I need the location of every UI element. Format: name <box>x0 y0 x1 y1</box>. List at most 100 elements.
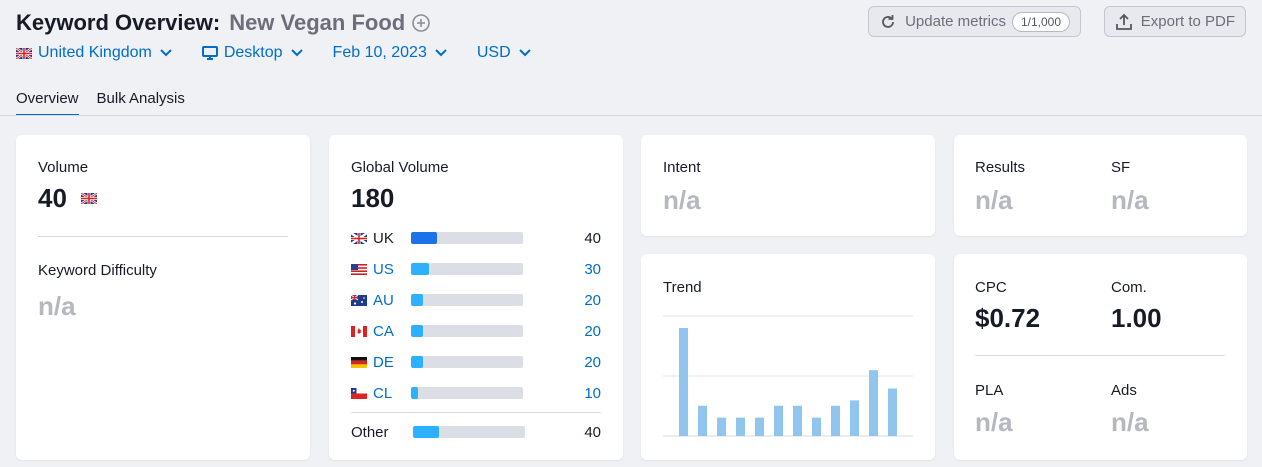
update-metrics-button[interactable]: Update metrics 1/1,000 <box>868 6 1081 37</box>
country-row-au[interactable]: AU 20 <box>351 290 601 310</box>
country-volume[interactable]: 10 <box>584 384 601 402</box>
country-volume[interactable]: 20 <box>584 322 601 340</box>
trend-label: Trend <box>663 279 702 296</box>
cl-flag-icon <box>351 387 367 399</box>
cpc-label: CPC <box>975 279 1007 296</box>
chevron-down-icon <box>290 49 303 57</box>
trend-bar[interactable] <box>812 417 821 436</box>
country-share-bar <box>411 356 523 368</box>
other-label: Other <box>351 423 389 441</box>
tab-overview[interactable]: Overview <box>16 90 79 116</box>
country-share-bar <box>411 294 523 306</box>
country-code[interactable]: CA <box>373 322 394 340</box>
keyword-difficulty-value: n/a <box>38 291 76 321</box>
country-share-fill <box>411 263 429 275</box>
country-row-uk[interactable]: UK 40 <box>351 228 601 248</box>
country-code[interactable]: DE <box>373 353 394 371</box>
other-volume: 40 <box>584 423 601 441</box>
trend-bar[interactable] <box>831 405 840 436</box>
global-volume-value: 180 <box>351 183 395 213</box>
pla-value: n/a <box>975 407 1013 437</box>
tabs-divider <box>0 115 1262 116</box>
country-code: UK <box>373 229 394 247</box>
country-row-ca[interactable]: CA 20 <box>351 321 601 341</box>
trend-bar[interactable] <box>755 417 764 436</box>
trend-card: Trend <box>641 254 935 460</box>
trend-bar[interactable] <box>679 328 688 436</box>
pla-label: PLA <box>975 382 1004 399</box>
trend-bar[interactable] <box>888 388 897 436</box>
country-volume[interactable]: 30 <box>584 260 601 278</box>
intent-card: Intent n/a <box>641 135 935 236</box>
country-share-fill <box>411 325 424 337</box>
country-code[interactable]: US <box>373 260 394 278</box>
global-volume-card: Global Volume 180 UK 40 US 30 <box>329 135 623 460</box>
intent-value: n/a <box>663 185 701 215</box>
trend-bars <box>679 328 897 436</box>
export-pdf-label: Export to PDF <box>1140 13 1235 30</box>
country-share-fill <box>411 294 424 306</box>
trend-chart <box>663 315 913 437</box>
trend-bar[interactable] <box>717 417 726 436</box>
country-share-bar <box>411 232 523 244</box>
page-header: Keyword Overview: New Vegan Food Update … <box>16 6 1246 46</box>
country-volume[interactable]: 20 <box>584 291 601 309</box>
database-label: United Kingdom <box>38 44 152 61</box>
country-share-fill <box>411 356 424 368</box>
results-card: Results n/a SF n/a <box>954 135 1247 236</box>
export-pdf-button[interactable]: Export to PDF <box>1103 6 1246 37</box>
desktop-icon <box>201 45 218 60</box>
trend-bar[interactable] <box>869 370 878 436</box>
country-volume[interactable]: 20 <box>584 353 601 371</box>
country-share-bar <box>411 325 523 337</box>
uk-flag-icon <box>81 193 97 204</box>
uk-flag-icon <box>351 232 367 244</box>
add-to-list-icon[interactable] <box>412 14 431 32</box>
other-share-fill <box>413 426 439 438</box>
trend-bar[interactable] <box>698 405 707 436</box>
other-share-bar <box>413 426 525 438</box>
card-divider <box>975 355 1225 356</box>
database-selector[interactable]: United Kingdom <box>16 44 172 62</box>
trend-bar[interactable] <box>850 400 859 436</box>
country-row-us[interactable]: US 30 <box>351 259 601 279</box>
ca-flag-icon <box>351 325 367 337</box>
com-value: 1.00 <box>1111 303 1162 333</box>
trend-bar[interactable] <box>736 417 745 436</box>
date-selector[interactable]: Feb 10, 2023 <box>333 44 447 62</box>
ads-label: Ads <box>1111 382 1137 399</box>
chevron-down-icon <box>435 49 447 57</box>
intent-label: Intent <box>663 159 701 176</box>
country-share-fill <box>411 232 437 244</box>
keyword-difficulty-label: Keyword Difficulty <box>38 262 157 279</box>
country-share-bar <box>411 263 523 275</box>
country-row-de[interactable]: DE 20 <box>351 352 601 372</box>
country-code[interactable]: CL <box>373 384 393 402</box>
results-label: Results <box>975 159 1026 176</box>
currency-label: USD <box>476 44 511 61</box>
results-value: n/a <box>975 185 1013 215</box>
device-selector[interactable]: Desktop <box>201 44 303 62</box>
trend-bar[interactable] <box>774 405 783 436</box>
other-divider <box>351 412 601 413</box>
country-row-cl[interactable]: CL 10 <box>351 383 601 403</box>
ads-value: n/a <box>1111 407 1149 437</box>
currency-selector[interactable]: USD <box>477 44 531 62</box>
us-flag-icon <box>351 263 367 275</box>
uk-flag-icon <box>16 47 32 59</box>
com-label: Com. <box>1111 279 1147 296</box>
volume-card: Volume 40 Keyword Difficulty n/a <box>16 135 310 460</box>
export-icon <box>1115 13 1132 30</box>
update-metrics-label: Update metrics <box>905 13 1006 30</box>
cpc-value: $0.72 <box>975 303 1041 333</box>
title-keyword: New Vegan Food <box>229 10 406 35</box>
country-row-other: Other 40 <box>351 422 601 442</box>
country-share-fill <box>411 387 418 399</box>
country-volume: 40 <box>584 229 601 247</box>
refresh-icon <box>882 14 894 28</box>
filter-bar: United Kingdom Desktop Feb 10, 2023 USD <box>16 44 561 62</box>
tab-bulk-analysis[interactable]: Bulk Analysis <box>96 90 185 107</box>
trend-bar[interactable] <box>793 405 802 436</box>
sf-value: n/a <box>1111 185 1149 215</box>
country-code[interactable]: AU <box>373 291 394 309</box>
